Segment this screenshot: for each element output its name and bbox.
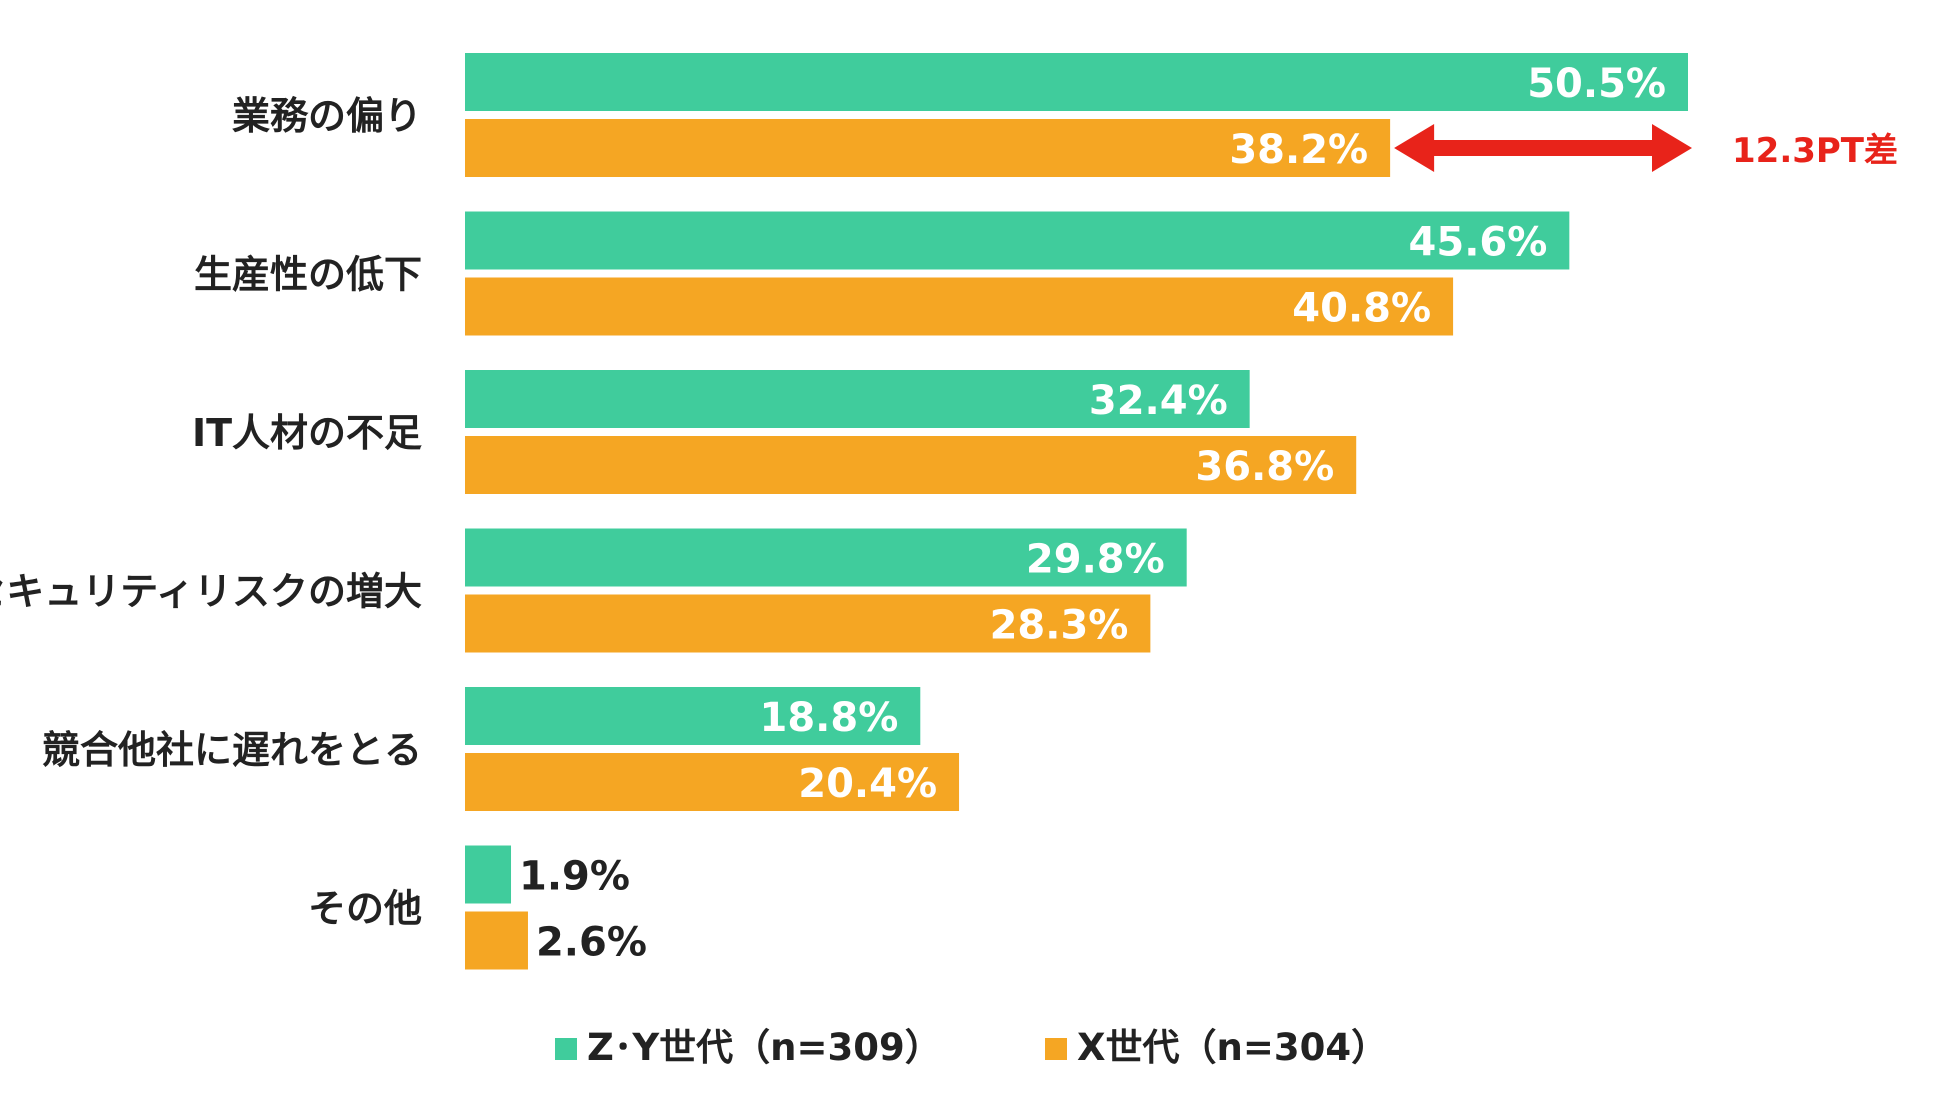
data-label: 50.5% — [1527, 61, 1666, 107]
data-label: 38.2% — [1229, 127, 1368, 173]
data-label: 36.8% — [1195, 444, 1334, 490]
bar-zy — [465, 687, 921, 745]
bar-zy — [465, 845, 512, 904]
data-label: 28.3% — [990, 603, 1129, 649]
category-label: 生産性の低下 — [194, 253, 422, 297]
bar-zy — [465, 211, 1570, 270]
data-label: 32.4% — [1089, 378, 1228, 424]
bar-x — [465, 119, 1391, 177]
legend-swatch — [555, 1038, 577, 1060]
data-label: 20.4% — [798, 761, 937, 807]
data-label: 40.8% — [1292, 286, 1431, 332]
category-label: 競合他社に遅れをとる — [42, 728, 422, 772]
bar-x — [465, 436, 1357, 494]
legend-label: Z･Y世代（n=309） — [587, 1026, 942, 1069]
bar-x — [465, 911, 528, 970]
category-label: セキュリティリスクの増大 — [0, 570, 422, 614]
data-label: 2.6% — [536, 920, 647, 966]
bar-x — [465, 594, 1151, 653]
category-label: IT人材の不足 — [192, 411, 422, 455]
bar-zy — [465, 53, 1688, 111]
difference-annotation: 12.3PT差 — [1732, 131, 1898, 171]
data-label: 45.6% — [1409, 220, 1548, 266]
category-label: 業務の偏り — [232, 94, 422, 138]
bar-x — [465, 277, 1454, 336]
difference-arrow — [1394, 124, 1692, 172]
bar-x — [465, 753, 960, 811]
data-label: 29.8% — [1026, 537, 1165, 583]
data-label: 1.9% — [519, 854, 630, 900]
bar-zy — [465, 370, 1250, 428]
bar-zy — [465, 528, 1187, 587]
legend-swatch — [1045, 1038, 1067, 1060]
category-label: その他 — [308, 887, 422, 931]
legend-label: X世代（n=304） — [1077, 1026, 1388, 1069]
data-label: 18.8% — [760, 695, 899, 741]
